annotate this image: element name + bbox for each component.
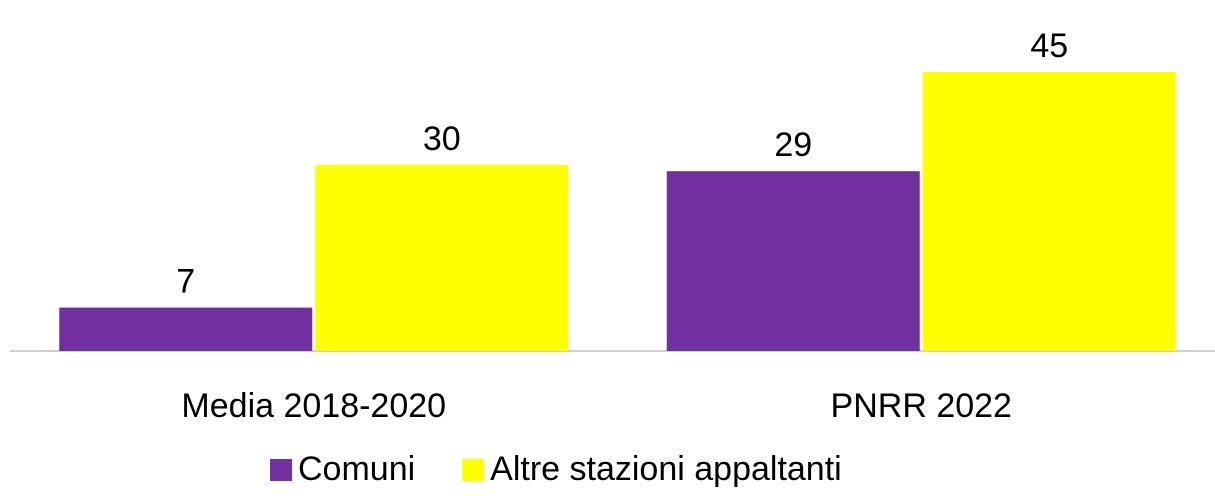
data-label: 29 [774, 126, 812, 164]
x-tick-label: PNRR 2022 [831, 387, 1012, 425]
data-label: 7 [176, 263, 195, 301]
data-label: 30 [423, 120, 461, 158]
legend-swatch [462, 459, 485, 481]
bar [59, 307, 313, 351]
bar [666, 171, 920, 351]
legend-label: Comuni [298, 450, 415, 488]
bar [922, 72, 1176, 351]
data-label: 45 [1030, 27, 1068, 65]
x-tick-label: Media 2018-2020 [181, 387, 446, 425]
legend-swatch [270, 459, 292, 481]
legend-label: Altre stazioni appaltanti [490, 450, 842, 488]
bar [315, 165, 569, 351]
